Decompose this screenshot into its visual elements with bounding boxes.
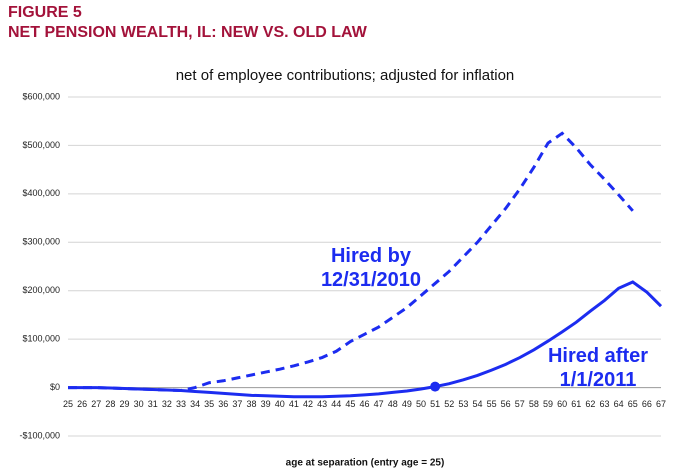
x-tick-label: 27: [91, 399, 101, 409]
x-tick-label: 35: [204, 399, 214, 409]
x-tick-label: 48: [388, 399, 398, 409]
x-tick-label: 42: [303, 399, 313, 409]
x-tick-label: 62: [585, 399, 595, 409]
y-tick-label: $600,000: [22, 91, 60, 101]
x-tick-label: 38: [247, 399, 257, 409]
figure-label: FIGURE 5: [8, 4, 82, 21]
x-tick-label: 66: [642, 399, 652, 409]
x-tick-label: 29: [119, 399, 129, 409]
y-tick-label: $100,000: [22, 334, 60, 344]
x-tick-label: 34: [190, 399, 200, 409]
x-tick-label: 39: [261, 399, 271, 409]
y-tick-label: -$100,000: [19, 430, 60, 440]
x-tick-label: 49: [402, 399, 412, 409]
x-tick-label: 51: [430, 399, 440, 409]
chart-title: NET PENSION WEALTH, IL: NEW VS. OLD LAW: [8, 24, 367, 41]
x-tick-label: 26: [77, 399, 87, 409]
x-tick-label: 55: [487, 399, 497, 409]
x-tick-label: 50: [416, 399, 426, 409]
x-tick-label: 53: [458, 399, 468, 409]
x-tick-label: 32: [162, 399, 172, 409]
x-tick-label: 25: [63, 399, 73, 409]
x-tick-label: 40: [275, 399, 285, 409]
series-label: Hired by 12/31/2010: [320, 245, 422, 291]
x-tick-label: 59: [543, 399, 553, 409]
x-axis-label: age at separation (entry age = 25): [286, 458, 445, 469]
chart-subtitle: net of employee contributions; adjusted …: [176, 67, 515, 84]
x-tick-label: 37: [232, 399, 242, 409]
x-tick-label: 41: [289, 399, 299, 409]
y-tick-label: $0: [50, 382, 60, 392]
y-tick-label: $200,000: [22, 285, 60, 295]
x-tick-label: 47: [374, 399, 384, 409]
x-tick-label: 52: [444, 399, 454, 409]
x-tick-label: 33: [176, 399, 186, 409]
x-tick-label: 45: [345, 399, 355, 409]
x-tick-label: 61: [571, 399, 581, 409]
x-tick-label: 64: [614, 399, 624, 409]
x-tick-label: 44: [331, 399, 341, 409]
highlight-point: [430, 381, 441, 392]
x-tick-label: 56: [501, 399, 511, 409]
y-tick-label: $500,000: [22, 140, 60, 150]
x-tick-label: 43: [317, 399, 327, 409]
x-tick-label: 54: [472, 399, 482, 409]
y-tick-label: $400,000: [22, 188, 60, 198]
series-line: [68, 280, 663, 399]
x-tick-label: 30: [134, 399, 144, 409]
x-tick-label: 67: [656, 399, 666, 409]
x-tick-label: 31: [148, 399, 158, 409]
x-tick-label: 57: [515, 399, 525, 409]
x-tick-label: 36: [218, 399, 228, 409]
x-tick-label: 28: [105, 399, 115, 409]
x-tick-label: 60: [557, 399, 567, 409]
y-tick-label: $300,000: [22, 237, 60, 247]
x-tick-label: 46: [359, 399, 369, 409]
x-tick-label: 65: [628, 399, 638, 409]
series-label: Hired after 1/1/2011: [547, 345, 649, 391]
x-tick-label: 63: [600, 399, 610, 409]
x-tick-label: 58: [529, 399, 539, 409]
